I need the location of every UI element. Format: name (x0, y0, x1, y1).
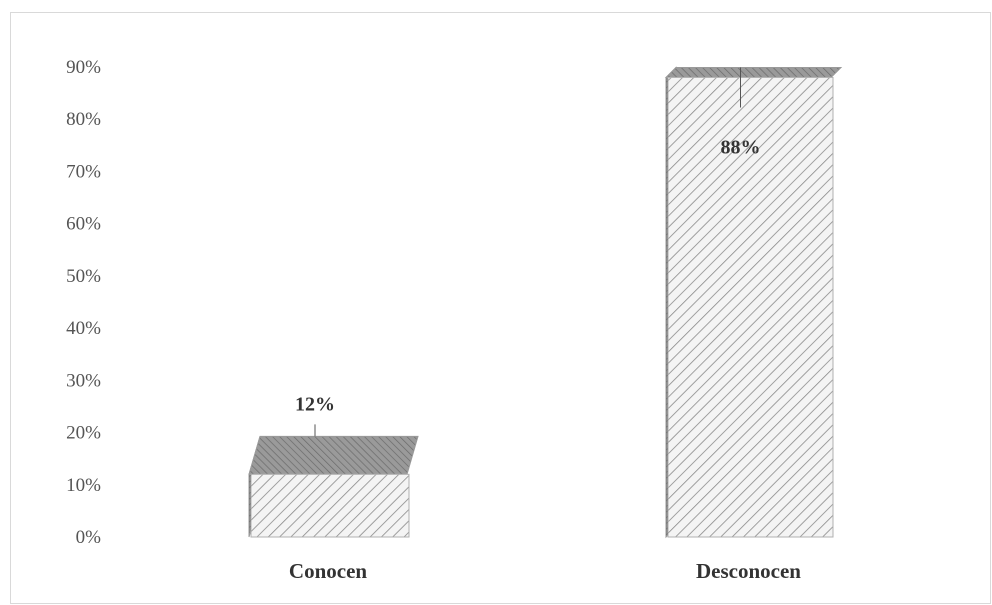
y-tick-label: 30% (66, 370, 101, 391)
bar-chart: 0% 10% 20% 30% 40% 50% 60% 70% 80% 90% 12% 88% Con… (66, 57, 843, 583)
y-tick-label: 70% (66, 161, 101, 182)
x-tick-label: Desconocen (696, 559, 801, 583)
y-axis: 0% 10% 20% 30% 40% 50% 60% 70% 80% 90% (66, 57, 101, 548)
bar-top (248, 435, 419, 475)
y-tick-label: 90% (66, 57, 101, 78)
bars: 12% 88% (248, 66, 843, 539)
y-tick-label: 50% (66, 266, 101, 287)
x-tick-label: Conocen (289, 559, 367, 583)
data-label: 12% (295, 393, 335, 415)
y-tick-label: 0% (76, 527, 102, 548)
y-tick-label: 40% (66, 318, 101, 339)
y-tick-label: 20% (66, 423, 101, 444)
bar-face (667, 76, 834, 538)
y-tick-label: 60% (66, 214, 101, 235)
y-tick-label: 10% (66, 475, 101, 496)
data-label: 88% (721, 136, 761, 158)
bar-desconocen: 88% (664, 66, 843, 539)
bar-top (664, 66, 843, 78)
bar-conocen: 12% (248, 393, 419, 538)
x-axis: Conocen Desconocen (289, 559, 801, 583)
bar-face (250, 473, 410, 538)
y-tick-label: 80% (66, 109, 101, 130)
chart-frame: 0% 10% 20% 30% 40% 50% 60% 70% 80% 90% 12% 88% Con… (10, 12, 991, 604)
